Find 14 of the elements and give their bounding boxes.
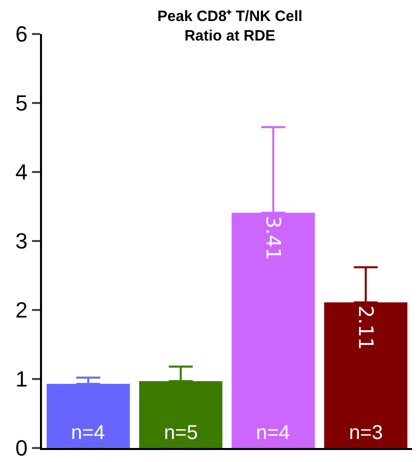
data-label: 3.41 [261, 216, 286, 260]
y-tick-label: 1 [15, 366, 28, 392]
y-tick-label: 3 [15, 228, 28, 254]
annotation: n=4 [256, 422, 290, 444]
y-tick-label: 6 [15, 22, 28, 47]
y-tick-label: 4 [15, 160, 28, 185]
chart-title: Peak CD8⁺ T/NK Cell Ratio at RDE [157, 8, 302, 44]
y-tick-label: 2 [15, 298, 28, 323]
data-label: 2.11 [354, 305, 378, 350]
y-tick-label: 0 [15, 436, 28, 461]
y-tick-label: 5 [15, 90, 28, 116]
annotation: n=4 [71, 422, 105, 444]
annotation: n=3 [349, 422, 383, 444]
annotation: n=5 [164, 422, 198, 444]
